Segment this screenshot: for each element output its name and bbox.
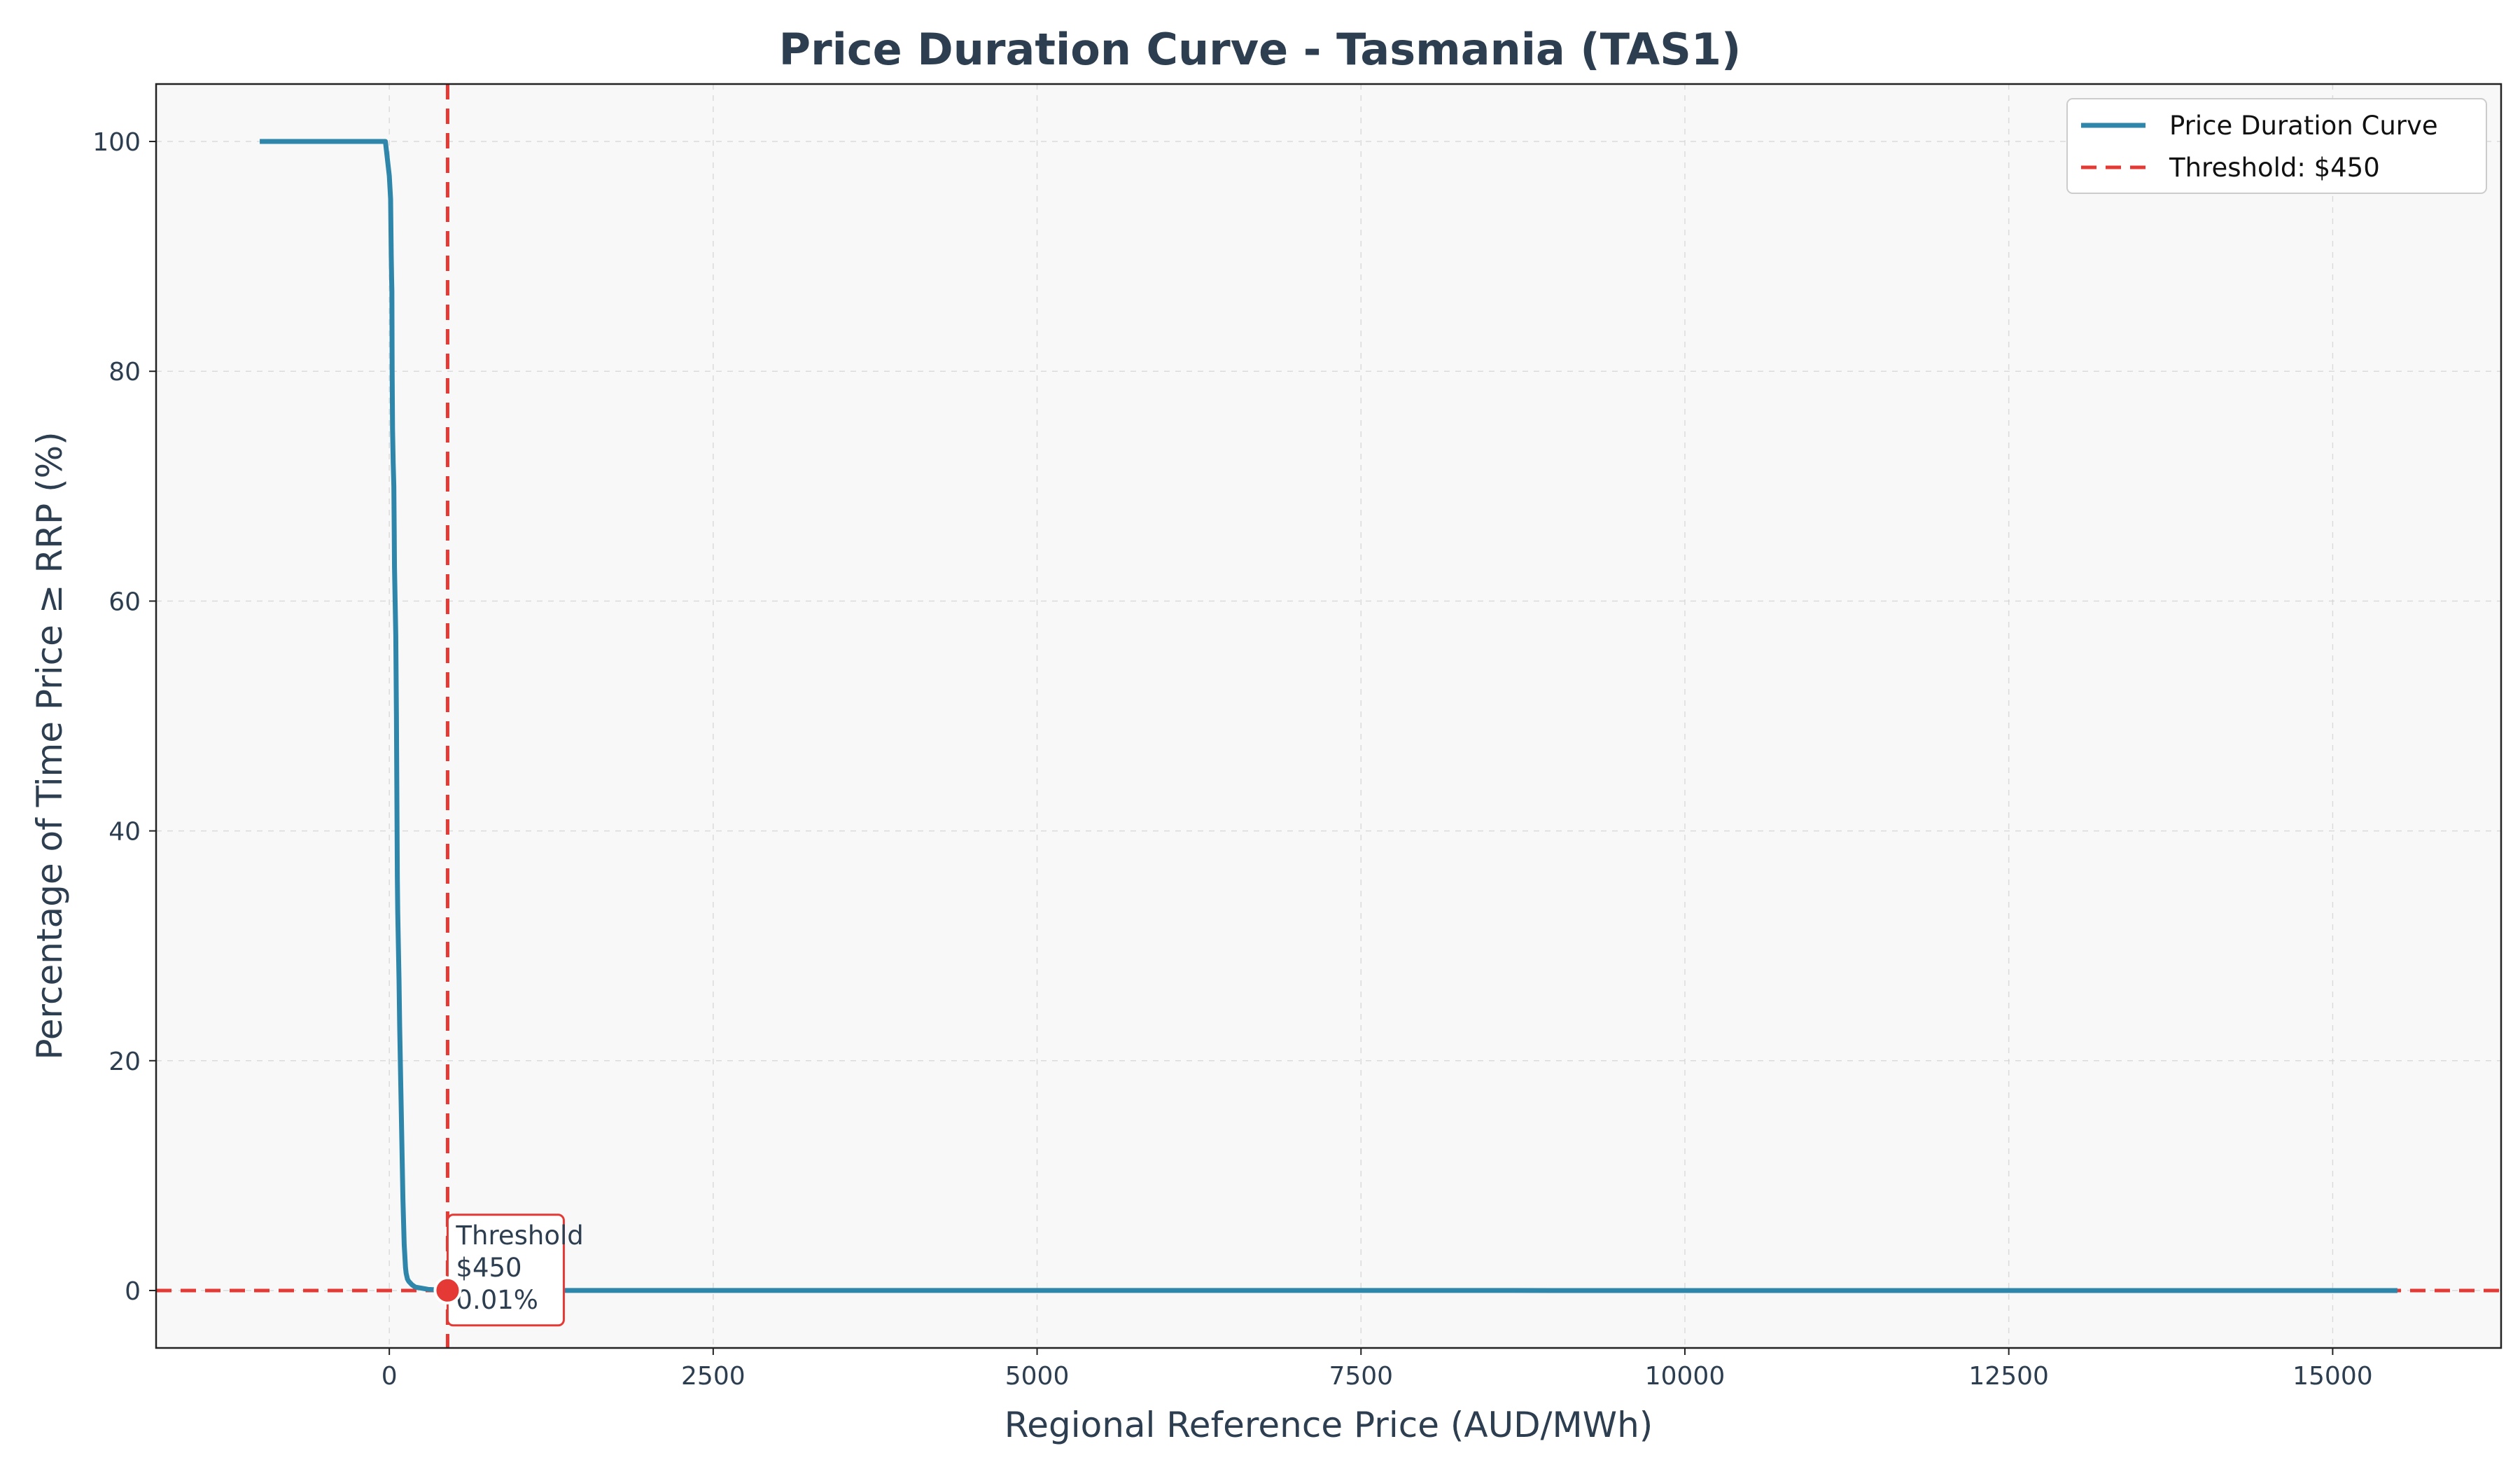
y-tick-label: 100 <box>92 128 141 157</box>
tick-layer: 0 2500 5000 7500 10000 12500 15000 0 20 40 60 80 100 <box>92 128 2372 1391</box>
y-tick-label: 0 <box>125 1277 141 1306</box>
annotation-text: $450 <box>456 1253 522 1283</box>
plot-area <box>156 84 2501 1348</box>
x-tick-label: 2500 <box>681 1362 746 1391</box>
annotation-text: 0.01% <box>456 1285 538 1315</box>
x-tick-label: 5000 <box>1005 1362 1070 1391</box>
x-tick-label: 7500 <box>1329 1362 1393 1391</box>
legend-label: Threshold: $450 <box>2169 153 2380 183</box>
y-tick-label: 20 <box>108 1048 141 1076</box>
legend: Price Duration Curve Threshold: $450 <box>2066 98 2487 194</box>
price-duration-curve-line <box>260 139 2398 1293</box>
threshold-marker <box>433 1276 462 1305</box>
legend-box <box>2066 98 2487 194</box>
x-tick-label: 15000 <box>2292 1362 2373 1391</box>
y-tick-label: 80 <box>108 358 141 387</box>
x-tick-label: 12500 <box>1968 1362 2049 1391</box>
plot-frame <box>155 83 2502 1349</box>
x-tick-label: 0 <box>382 1362 398 1391</box>
x-tick-label: 10000 <box>1645 1362 1726 1391</box>
x-axis-label: Regional Reference Price (AUD/MWh) <box>1004 1405 1653 1445</box>
legend-label: Price Duration Curve <box>2169 111 2438 141</box>
y-tick-label: 40 <box>108 818 141 847</box>
annotation-box <box>446 1214 565 1327</box>
chart-title: Price Duration Curve - Tasmania (TAS1) <box>779 24 1742 75</box>
y-tick-label: 60 <box>108 587 141 616</box>
annotation-text: Threshold <box>455 1221 583 1251</box>
series-layer <box>260 84 2398 1348</box>
y-axis-label: Percentage of Time Price ≥ RRP (%) <box>29 431 70 1059</box>
